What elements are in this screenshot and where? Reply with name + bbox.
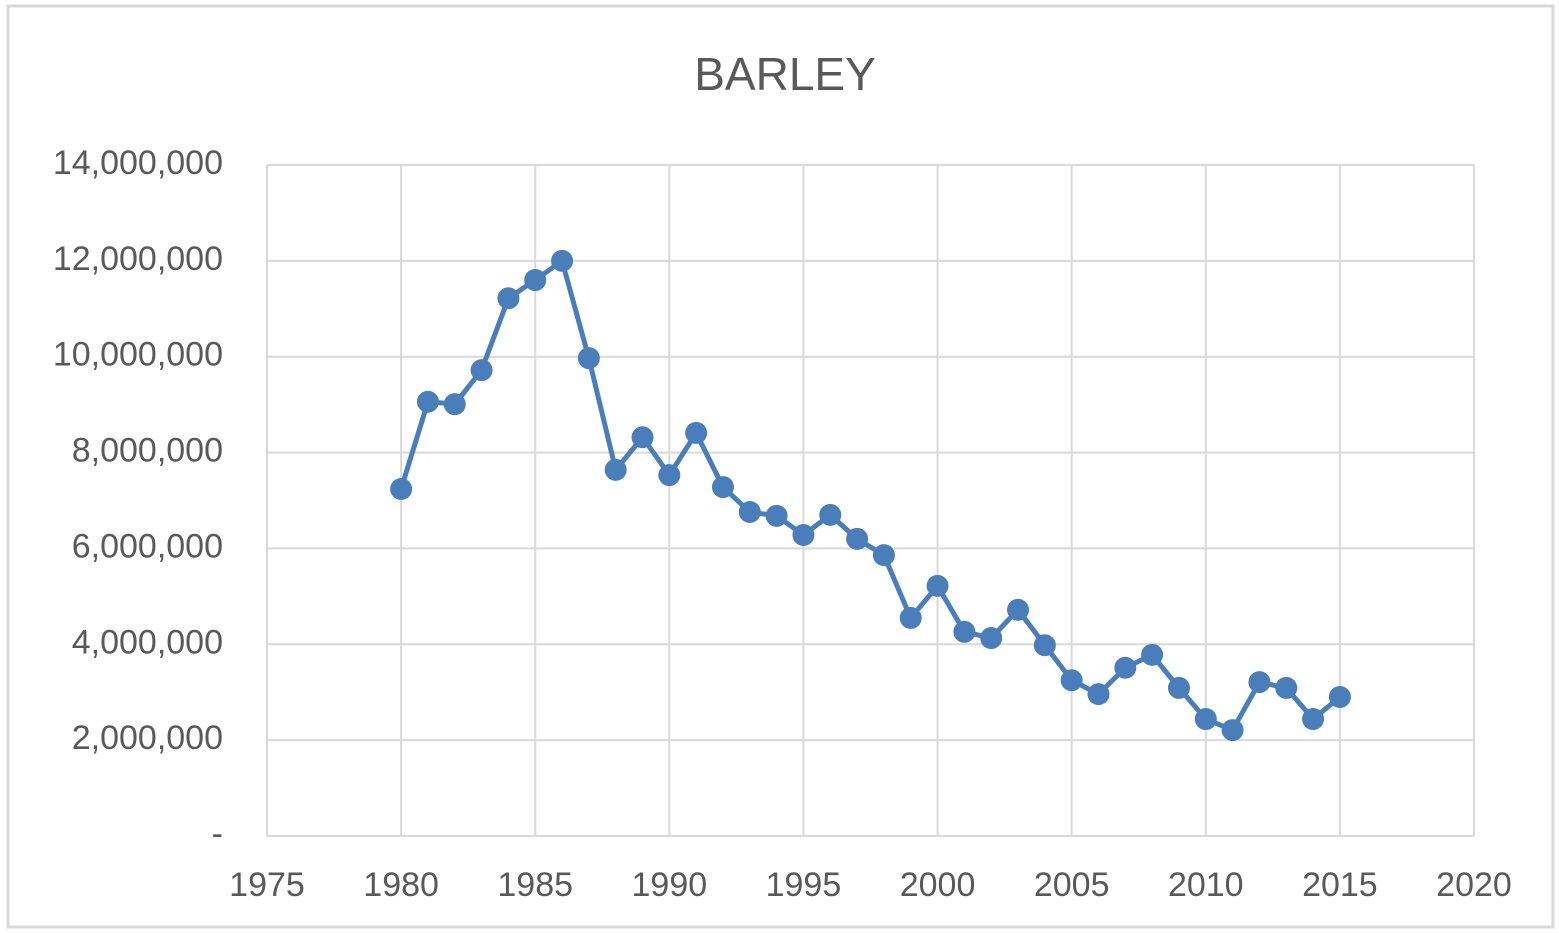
x-tick-label: 2000 xyxy=(900,866,976,904)
data-point xyxy=(1087,683,1110,706)
data-point xyxy=(899,606,922,629)
data-point xyxy=(1167,676,1190,699)
data-point xyxy=(443,393,466,416)
data-point xyxy=(658,464,681,487)
data-point xyxy=(819,503,842,526)
data-point xyxy=(1302,708,1325,731)
x-tick-label: 2015 xyxy=(1302,866,1378,904)
y-tick-label: 10,000,000 xyxy=(53,336,223,374)
x-tick-label: 2020 xyxy=(1436,866,1512,904)
data-point xyxy=(1194,708,1217,731)
data-point xyxy=(416,390,439,413)
data-point xyxy=(1328,686,1351,709)
data-point xyxy=(1060,669,1083,692)
data-point xyxy=(738,501,761,524)
y-tick-label: 6,000,000 xyxy=(72,527,223,565)
data-point xyxy=(980,627,1003,650)
data-point xyxy=(470,359,493,382)
data-point xyxy=(524,269,547,292)
x-tick-label: 1980 xyxy=(363,866,439,904)
data-point xyxy=(390,477,413,500)
chart-title: BARLEY xyxy=(694,48,876,100)
data-point xyxy=(953,620,976,643)
x-tick-label: 2010 xyxy=(1168,866,1244,904)
y-tick-label: 12,000,000 xyxy=(53,240,223,278)
y-tick-label: 4,000,000 xyxy=(72,623,223,661)
data-point xyxy=(631,426,654,449)
x-tick-label: 1995 xyxy=(766,866,842,904)
chart-frame xyxy=(6,4,1555,929)
data-point xyxy=(1141,643,1164,666)
data-point xyxy=(872,544,895,567)
y-tick-label: - xyxy=(212,815,223,853)
data-point xyxy=(1114,656,1137,679)
x-tick-label: 2005 xyxy=(1034,866,1110,904)
data-point xyxy=(711,476,734,499)
data-point xyxy=(497,287,520,310)
data-point xyxy=(604,458,627,481)
data-point xyxy=(577,347,600,370)
y-tick-label: 8,000,000 xyxy=(72,432,223,470)
x-tick-label: 1990 xyxy=(632,866,708,904)
data-point xyxy=(765,504,788,527)
y-tick-label: 14,000,000 xyxy=(53,144,223,182)
data-point xyxy=(1033,634,1056,657)
data-point xyxy=(1248,671,1271,694)
x-tick-label: 1985 xyxy=(497,866,573,904)
x-tick-label: 1975 xyxy=(229,866,305,904)
data-point xyxy=(1275,676,1298,699)
y-tick-label: 2,000,000 xyxy=(72,719,223,757)
data-point xyxy=(685,421,708,444)
data-point xyxy=(551,249,574,272)
data-point xyxy=(846,527,869,550)
data-point xyxy=(792,524,815,547)
data-point xyxy=(1007,598,1030,621)
data-point xyxy=(1221,719,1244,742)
data-point xyxy=(926,574,949,597)
